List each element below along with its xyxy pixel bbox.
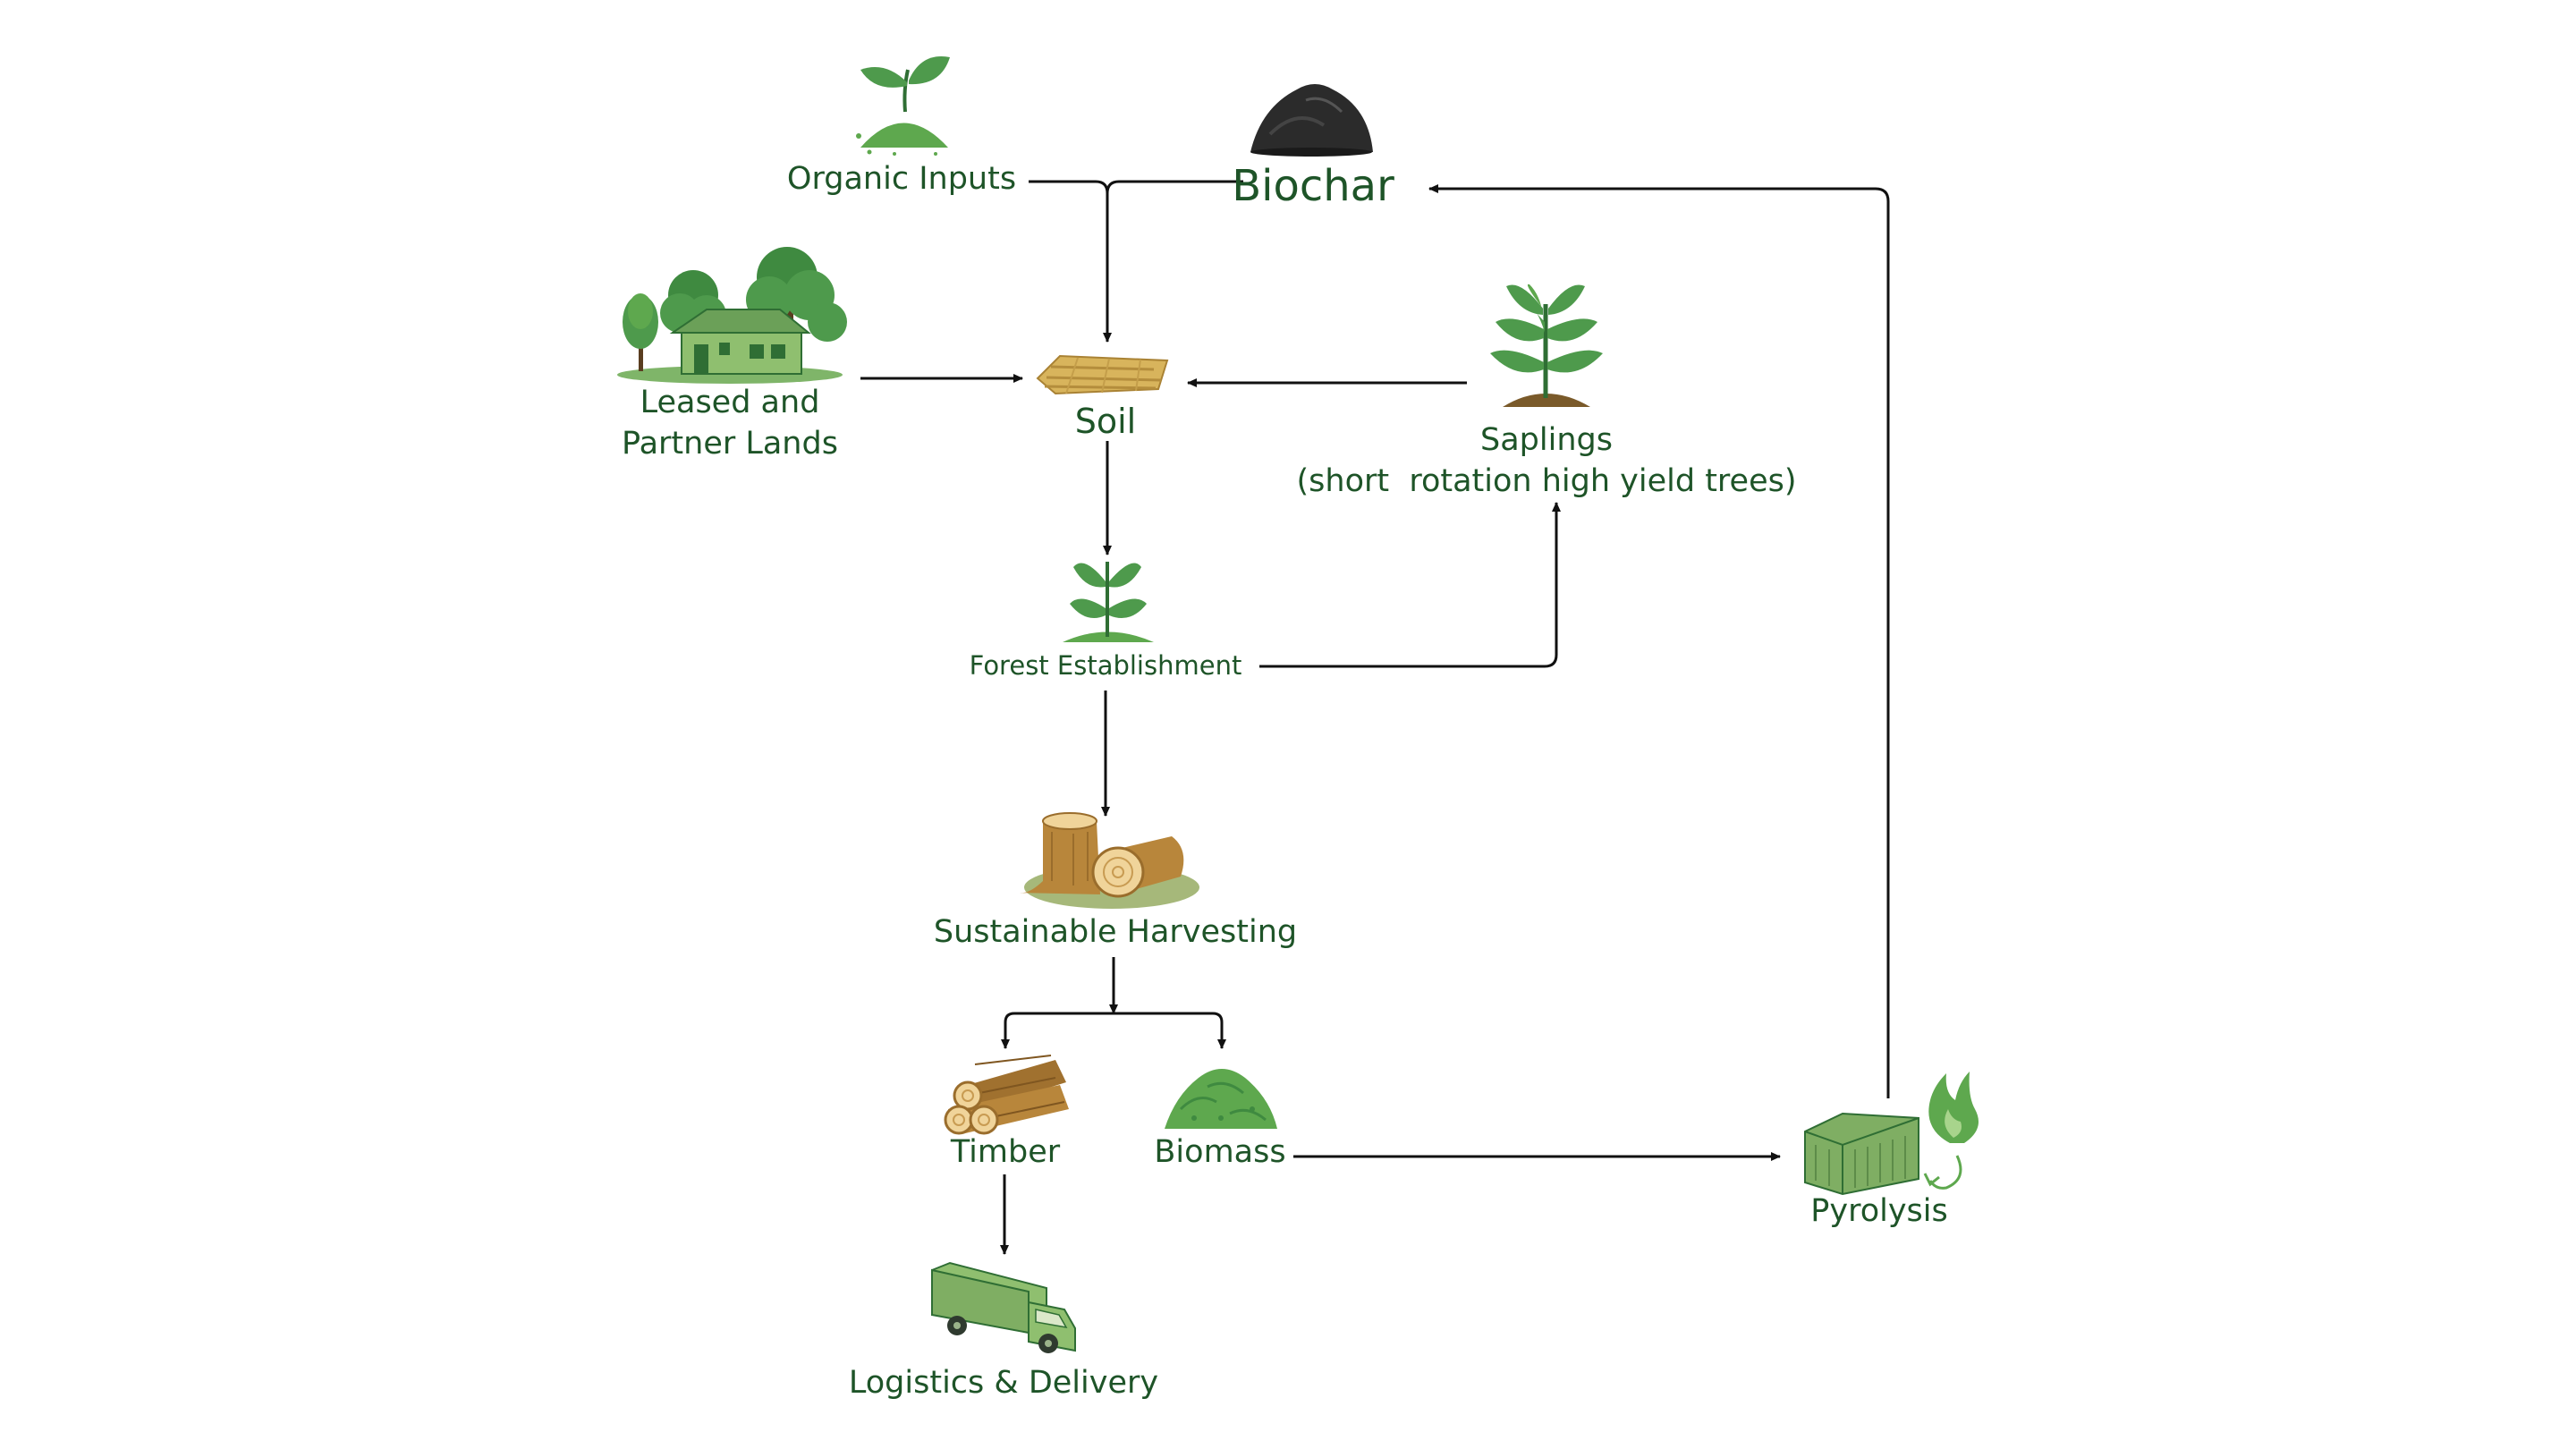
leased-lands-label-line2: Partner Lands <box>622 425 838 462</box>
sprout-mound-icon <box>856 56 950 156</box>
sustainable-harvesting-label: Sustainable Harvesting <box>933 914 1298 950</box>
pyrolysis-label: Pyrolysis <box>1810 1193 1948 1229</box>
charcoal-pile-icon <box>1250 84 1373 157</box>
biomass-pile-icon <box>1165 1069 1277 1129</box>
leased-lands-label: Leased and Partner Lands <box>622 383 838 464</box>
soil-label: Soil <box>1074 402 1137 441</box>
organic-inputs-label: Organic Inputs <box>786 161 1017 197</box>
arrow-split-to-biomass <box>1114 1012 1226 1049</box>
arrow-split-to-timber <box>1001 1012 1114 1049</box>
saplings-label-line1: Saplings <box>1480 422 1613 458</box>
soil-plot-icon <box>1036 354 1169 395</box>
container-flame-icon <box>1804 1072 1979 1196</box>
logistics-label: Logistics & Delivery <box>848 1365 1159 1401</box>
arrow-biochar-to-soil <box>1106 180 1243 194</box>
truck-icon <box>931 1261 1076 1353</box>
seedling-icon <box>1063 562 1154 642</box>
saplings-label-line2: (short rotation high yield trees) <box>1296 462 1797 499</box>
leased-lands-label-line1: Leased and <box>640 385 820 420</box>
log-stack-icon <box>944 1055 1069 1135</box>
forest-establishment-label: Forest Establishment <box>969 650 1242 681</box>
biochar-label: Biochar <box>1232 161 1394 211</box>
biomass-label: Biomass <box>1154 1134 1286 1170</box>
arrow-organic-inputs-to-soil <box>1029 180 1112 343</box>
arrow-forest-to-saplings <box>1259 502 1561 668</box>
saplings-label: Saplings (short rotation high yield tree… <box>1297 420 1797 502</box>
tree-stump-log-icon <box>1020 812 1199 909</box>
farmhouse-trees-icon <box>617 247 847 384</box>
timber-label: Timber <box>950 1134 1061 1170</box>
sapling-icon <box>1490 284 1603 407</box>
arrow-pyrolysis-to-biochar <box>1428 184 1890 1098</box>
